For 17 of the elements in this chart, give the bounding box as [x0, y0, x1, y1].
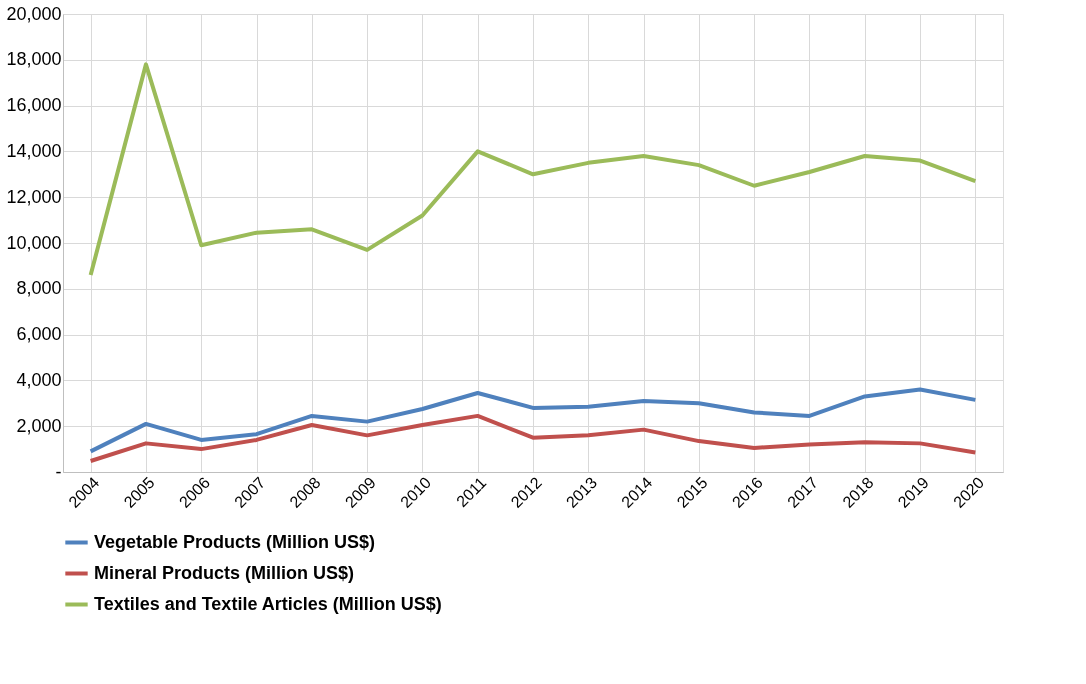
y-tick-label: 18,000	[6, 49, 62, 70]
y-tick-label: 14,000	[6, 140, 62, 161]
y-tick-label: 10,000	[6, 232, 62, 253]
y-tick-label: 4,000	[16, 369, 62, 390]
y-tick-label: 8,000	[16, 278, 62, 299]
legend-label: Vegetable Products (Million US$)	[94, 531, 376, 552]
y-tick-label: 6,000	[16, 324, 62, 345]
y-tick-label: 12,000	[6, 186, 62, 207]
legend-label: Mineral Products (Million US$)	[94, 562, 355, 583]
line-series	[88, 387, 978, 454]
y-tick-label: 16,000	[6, 95, 62, 116]
legend-label: Textiles and Textile Articles (Million US$)	[94, 593, 442, 614]
line-series	[88, 62, 978, 278]
y-tick-label: 2,000	[16, 415, 62, 436]
y-tick-label: 20,000	[6, 3, 62, 24]
line-series	[88, 413, 978, 464]
y-tick-label: -	[55, 461, 62, 482]
